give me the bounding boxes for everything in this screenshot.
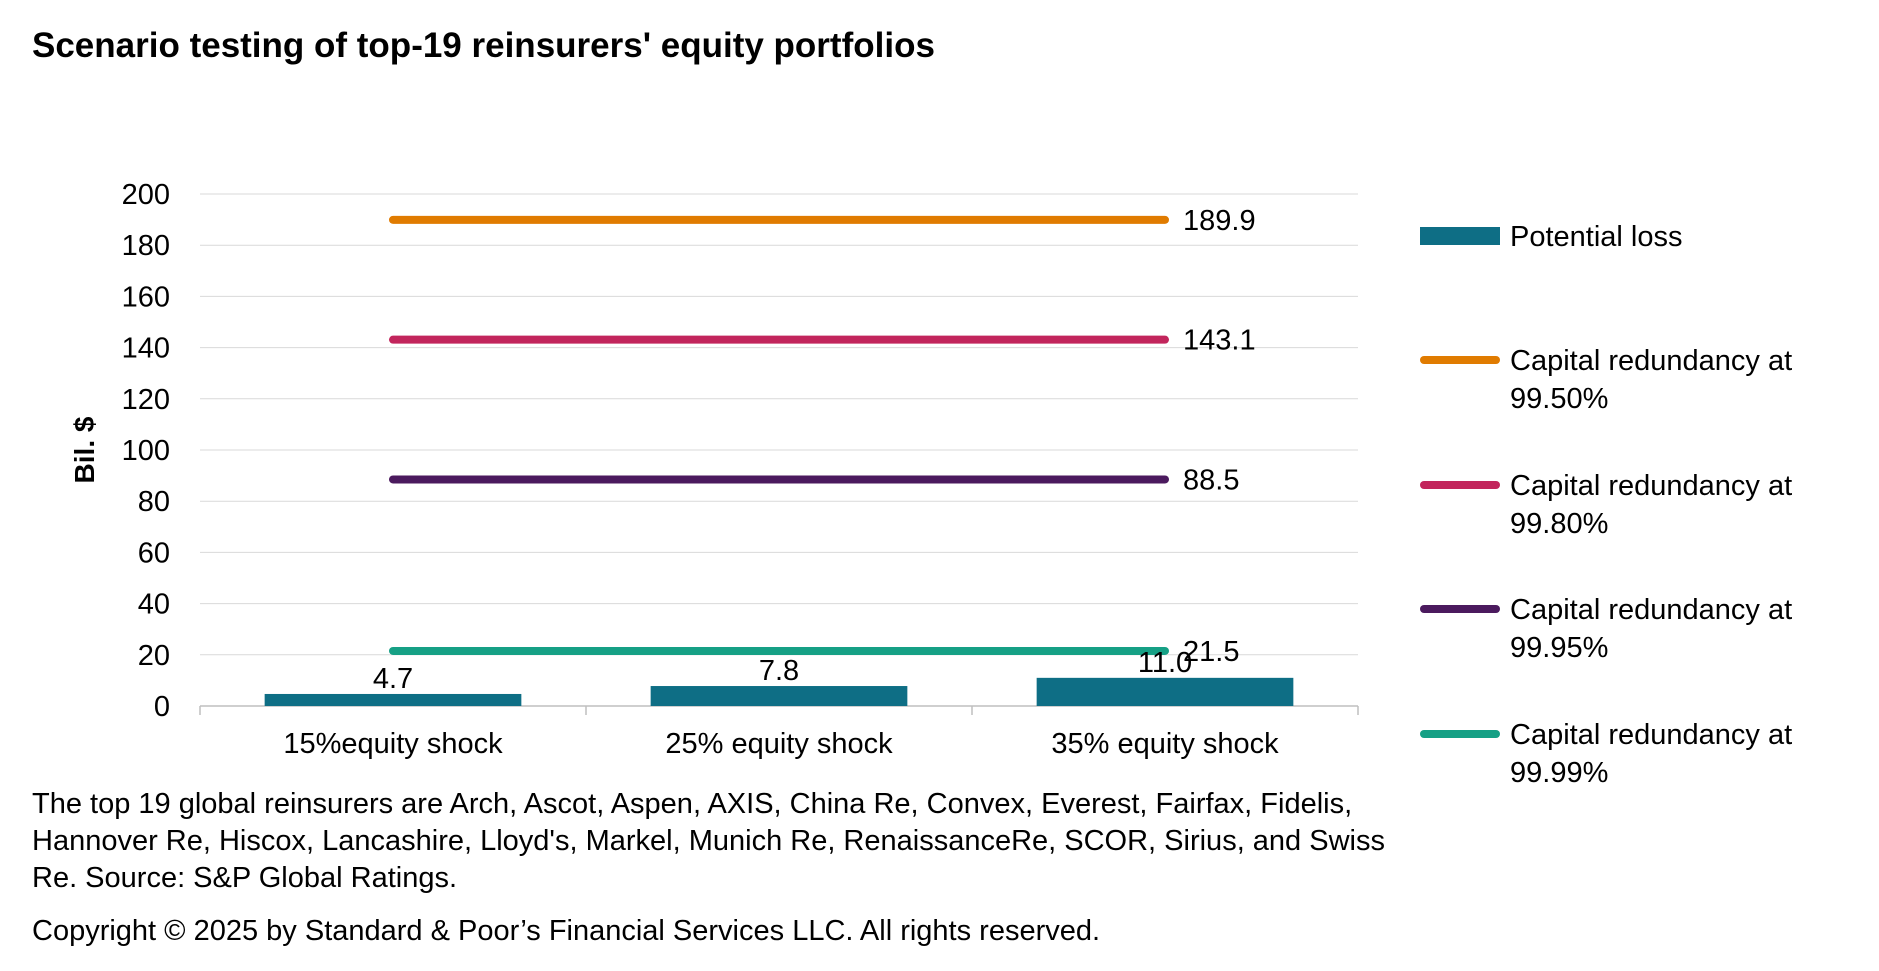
legend-swatch-capital-99-80 — [1420, 481, 1500, 489]
y-tick-label: 80 — [138, 486, 170, 518]
y-tick-label: 0 — [154, 691, 170, 723]
legend-label: Capital redundancy at 99.99% — [1510, 719, 1793, 789]
reference-lines — [389, 215, 1169, 655]
footnote: The top 19 global reinsurers are Arch, A… — [32, 788, 1385, 894]
reference-line-label: 143.1 — [1183, 325, 1256, 357]
chart-title: Scenario testing of top-19 reinsurers' e… — [32, 26, 935, 65]
reference-line-label: 189.9 — [1183, 205, 1256, 237]
legend-item-capital-99-50: Capital redundancy at 99.50% — [1420, 342, 1830, 418]
y-tick-label: 100 — [122, 435, 170, 467]
y-tick-label: 40 — [138, 589, 170, 621]
y-tick-label: 180 — [122, 230, 170, 262]
legend-swatch-potential-loss — [1420, 227, 1500, 245]
bar-potential-loss — [1036, 677, 1294, 706]
y-tick-label: 120 — [122, 384, 170, 416]
data-labels: 4.7 7.8 11.0 189.9 143.1 88.5 21.5 — [373, 205, 1256, 695]
y-tick-label: 160 — [122, 281, 170, 313]
legend-item-capital-99-80: Capital redundancy at 99.80% — [1420, 467, 1830, 543]
y-tick-label: 20 — [138, 640, 170, 672]
bar-data-label: 11.0 — [1138, 647, 1192, 679]
bar-data-label: 7.8 — [759, 655, 799, 687]
y-tick-label: 200 — [122, 179, 170, 211]
bar-potential-loss — [650, 686, 908, 706]
x-tick-label: 15%equity shock — [283, 728, 503, 760]
legend-swatch-capital-99-95 — [1420, 605, 1500, 613]
legend-item-capital-99-99: Capital redundancy at 99.99% — [1420, 716, 1830, 792]
legend-label: Capital redundancy at 99.95% — [1510, 594, 1793, 664]
reference-line-label: 21.5 — [1183, 636, 1239, 668]
legend-item-capital-99-95: Capital redundancy at 99.95% — [1420, 591, 1830, 667]
reference-line-label: 88.5 — [1183, 464, 1239, 496]
x-tick-label: 25% equity shock — [665, 728, 893, 760]
y-tick-label: 140 — [122, 333, 170, 365]
x-tick-label: 35% equity shock — [1051, 728, 1279, 760]
y-tick-label: 60 — [138, 537, 170, 569]
bar-data-label: 4.7 — [373, 663, 413, 695]
bar-potential-loss — [264, 693, 522, 706]
legend-label: Capital redundancy at 99.80% — [1510, 470, 1793, 540]
legend-label: Capital redundancy at 99.50% — [1510, 345, 1793, 415]
legend-item-potential-loss: Potential loss — [1420, 218, 1830, 256]
legend-swatch-capital-99-99 — [1420, 730, 1500, 738]
bars — [264, 677, 1294, 706]
copyright: Copyright © 2025 by Standard & Poor’s Fi… — [32, 915, 1101, 947]
gridlines — [200, 193, 1358, 656]
legend-swatch-capital-99-50 — [1420, 356, 1500, 364]
legend-label: Potential loss — [1510, 221, 1683, 253]
y-axis-label: Bil. $ — [69, 416, 100, 483]
